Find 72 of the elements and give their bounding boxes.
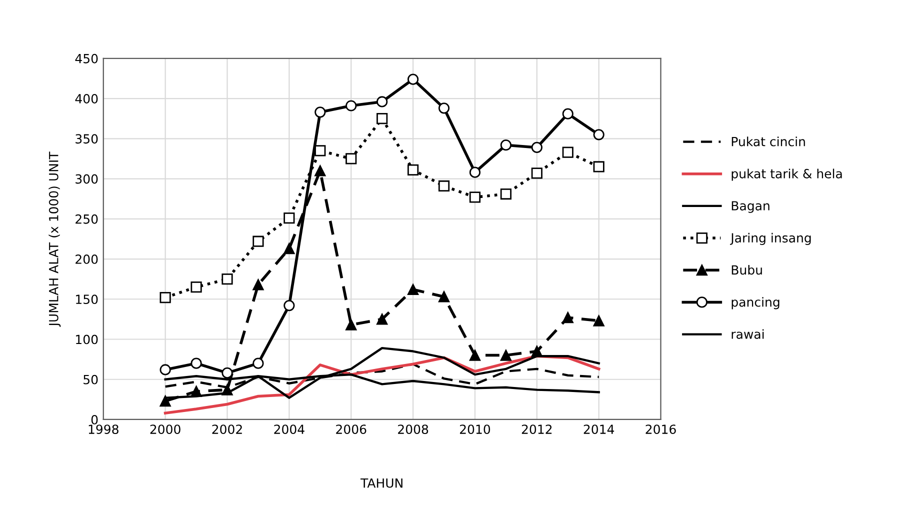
point	[562, 312, 574, 324]
x-tick-label: 2008	[398, 424, 428, 434]
x-tick-label: 2010	[460, 424, 490, 434]
legend-label: Bubu	[732, 265, 762, 275]
point	[531, 346, 542, 357]
point	[500, 140, 512, 151]
point	[469, 192, 481, 203]
point	[562, 146, 574, 158]
point	[252, 236, 264, 247]
y-tick-label: 250	[76, 214, 98, 224]
legend-label: Pukat cincin	[732, 136, 805, 146]
y-tick-label: 350	[76, 134, 98, 144]
point	[407, 74, 419, 85]
x-tick-label: 2002	[212, 424, 242, 434]
point	[438, 291, 450, 302]
x-axis-title: TAHUN	[360, 478, 402, 488]
x-tick-label: 2014	[584, 424, 614, 434]
legend-label: rawai	[732, 329, 764, 339]
legend-label: pancing	[732, 297, 780, 310]
point	[314, 145, 326, 156]
point	[469, 166, 481, 178]
x-tick-label: 2012	[522, 424, 552, 434]
point	[160, 395, 171, 407]
legend-label: Bagan	[732, 201, 770, 213]
point	[222, 367, 233, 379]
point	[376, 314, 388, 325]
point	[562, 108, 574, 120]
point	[376, 96, 388, 108]
x-tick-label: 2004	[274, 424, 304, 434]
legend-label: Jaring insang	[730, 232, 811, 245]
point	[500, 350, 512, 361]
point	[190, 282, 202, 293]
legend-label: pukat tarik & hela	[732, 168, 842, 181]
y-axis-title: JUMLAH ALAT (x 1000) UNIT	[48, 152, 61, 327]
point	[190, 358, 202, 369]
point	[252, 358, 264, 369]
y-tick-label: 50	[84, 374, 98, 384]
point	[593, 315, 604, 326]
point	[438, 180, 450, 192]
point	[160, 364, 171, 376]
y-tick-label: 450	[75, 54, 98, 64]
point	[531, 142, 542, 154]
point	[284, 243, 295, 254]
y-tick-label: 400	[75, 94, 98, 104]
point	[438, 102, 450, 114]
point	[284, 212, 295, 224]
point	[593, 161, 604, 172]
y-tick-label: 150	[76, 294, 98, 304]
x-tick-label: 1998	[88, 424, 118, 434]
point	[376, 113, 388, 124]
point	[314, 165, 326, 176]
y-tick-label: 200	[76, 254, 98, 264]
point	[531, 168, 542, 179]
point	[314, 106, 326, 118]
point	[252, 279, 264, 290]
point	[346, 319, 357, 330]
point	[346, 153, 357, 164]
point	[346, 100, 357, 112]
y-tick-label: 300	[76, 174, 98, 184]
point	[160, 292, 171, 304]
point	[500, 188, 512, 200]
point	[407, 284, 419, 296]
y-tick-label: 0	[91, 414, 98, 424]
x-tick-label: 2016	[646, 424, 676, 434]
x-tick-label: 2000	[150, 424, 180, 434]
x-tick-label: 2006	[336, 424, 366, 434]
point	[469, 350, 481, 361]
point	[407, 164, 419, 176]
point	[222, 274, 233, 285]
point	[284, 300, 295, 312]
point	[593, 129, 604, 140]
y-tick-label: 100	[76, 334, 98, 344]
